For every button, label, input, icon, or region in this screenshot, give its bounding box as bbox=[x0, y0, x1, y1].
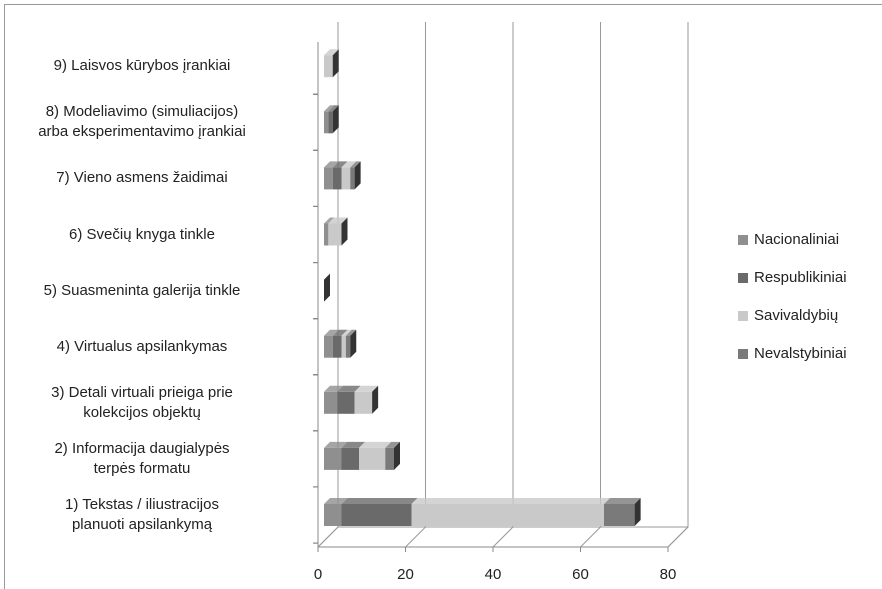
bar-top bbox=[604, 498, 641, 504]
bar-side bbox=[634, 498, 641, 526]
legend-label: Nevalstybiniai bbox=[754, 345, 847, 362]
bar-side bbox=[394, 441, 400, 470]
y-tick-label: 2) Informacija daugialypės terpės format… bbox=[54, 439, 230, 477]
bar bbox=[385, 447, 394, 470]
bar-top bbox=[324, 105, 335, 112]
y-tick-label: 1) Tekstas / iliustracijos planuoti apsi… bbox=[65, 496, 219, 533]
bar-top bbox=[359, 441, 392, 448]
bar bbox=[604, 504, 635, 526]
bar bbox=[328, 111, 333, 134]
bar-top bbox=[324, 498, 348, 504]
bar-top bbox=[354, 385, 379, 392]
y-tick-label: 4) Virtualus apsilankymas bbox=[56, 337, 228, 355]
bar-top bbox=[324, 49, 339, 56]
y-tick-label: 8) Modeliavimo (simuliacijos) arba ekspe… bbox=[38, 103, 246, 141]
x-tick-label: 20 bbox=[397, 566, 414, 583]
legend-swatch bbox=[738, 273, 748, 283]
x-tick-label: 40 bbox=[485, 566, 502, 583]
y-tick-label: 3) Detali virtuali prieiga prie kolekcij… bbox=[51, 383, 233, 421]
floor-grid bbox=[580, 526, 601, 548]
bar-top bbox=[341, 329, 352, 336]
bar bbox=[324, 335, 333, 358]
legend-swatch bbox=[738, 349, 748, 359]
bar-top bbox=[385, 441, 400, 448]
bar-top bbox=[337, 385, 361, 392]
bar-top bbox=[328, 217, 348, 224]
bar bbox=[341, 447, 359, 470]
bar bbox=[324, 391, 338, 414]
floor-grid bbox=[405, 526, 426, 548]
bar bbox=[354, 391, 373, 414]
bar bbox=[341, 167, 351, 190]
floor-grid bbox=[667, 526, 689, 548]
bar bbox=[324, 223, 329, 246]
bar bbox=[328, 223, 342, 246]
bar-top bbox=[328, 105, 339, 112]
bar bbox=[341, 335, 346, 358]
bar-top bbox=[350, 161, 361, 168]
bar-top bbox=[332, 329, 348, 336]
bar bbox=[341, 504, 412, 526]
legend-swatch bbox=[738, 311, 748, 321]
legend-label: Nacionaliniai bbox=[754, 231, 839, 248]
bar-top bbox=[341, 498, 418, 504]
bar-top bbox=[332, 161, 348, 168]
bar bbox=[337, 391, 355, 414]
bar bbox=[350, 167, 355, 190]
bar bbox=[324, 167, 333, 190]
bar-side bbox=[341, 217, 348, 246]
y-tick-label: 5) Suasmeninta galerija tinkle bbox=[43, 281, 241, 299]
bar-top bbox=[341, 441, 365, 448]
bar-side bbox=[324, 273, 330, 302]
bar bbox=[324, 111, 329, 134]
y-tick-label: 7) Vieno asmens žaidimai bbox=[56, 169, 228, 187]
bar-top bbox=[324, 441, 348, 448]
bar-top bbox=[324, 385, 344, 392]
bar bbox=[411, 504, 604, 526]
bar-top bbox=[411, 498, 610, 504]
x-tick-label: 60 bbox=[572, 566, 589, 583]
bar bbox=[324, 504, 342, 526]
bar-side bbox=[372, 385, 379, 414]
axis bbox=[317, 42, 689, 548]
bar bbox=[345, 335, 351, 358]
frame bbox=[4, 4, 882, 589]
bar bbox=[359, 447, 386, 470]
bar-top bbox=[324, 329, 339, 336]
floor-grid bbox=[317, 526, 339, 548]
legend-label: Respublikiniai bbox=[754, 269, 847, 286]
y-tick-label: 9) Laisvos kūrybos įrankiai bbox=[53, 57, 231, 75]
bar bbox=[324, 447, 342, 470]
bar bbox=[324, 55, 333, 78]
x-tick-label: 0 bbox=[314, 566, 322, 583]
bar bbox=[332, 167, 342, 190]
bar-top bbox=[324, 161, 339, 168]
y-tick-label: 6) Svečių knyga tinkle bbox=[69, 225, 215, 243]
bar-top bbox=[341, 161, 357, 168]
bar-side bbox=[332, 49, 339, 78]
floor-grid bbox=[492, 526, 514, 548]
bar-top bbox=[345, 329, 357, 336]
legend-swatch bbox=[738, 235, 748, 245]
bar bbox=[332, 335, 342, 358]
bar-top bbox=[324, 217, 335, 224]
legend-label: Savivaldybių bbox=[754, 307, 838, 324]
x-tick-label: 80 bbox=[660, 566, 677, 583]
bar-side bbox=[332, 105, 339, 134]
bar-side bbox=[354, 161, 361, 190]
bar-side bbox=[350, 329, 357, 358]
